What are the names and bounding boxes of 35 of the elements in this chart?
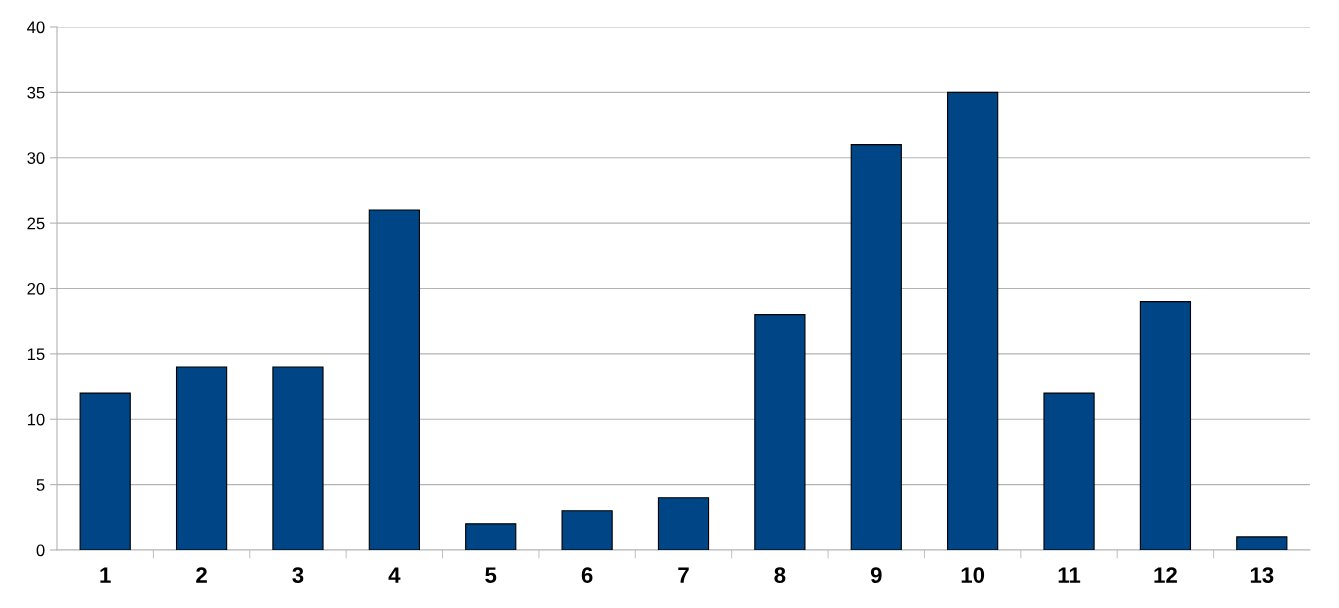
x-tick-label: 6 (581, 567, 593, 583)
bar (561, 510, 613, 550)
y-tick-label: 10 (27, 413, 45, 426)
x-tick-label: 7 (678, 567, 689, 583)
x-tick-label: 10 (961, 567, 985, 583)
y-tick-label: 15 (27, 348, 45, 361)
bar (368, 209, 420, 550)
bar (754, 314, 806, 550)
bar (1043, 392, 1095, 550)
y-tick-label: 0 (36, 544, 45, 557)
bar (850, 144, 902, 550)
x-tick-label: 8 (774, 567, 786, 583)
bar (465, 523, 517, 550)
bar (79, 392, 131, 550)
y-tick-label: 20 (27, 282, 45, 295)
bar (947, 91, 999, 550)
bar (272, 366, 324, 550)
y-tick-label: 25 (27, 217, 45, 230)
y-tick-label: 35 (27, 86, 45, 99)
y-tick-label: 30 (27, 152, 45, 164)
x-tick-label: 13 (1250, 567, 1274, 584)
bar (175, 366, 228, 550)
bar (657, 497, 710, 550)
bar (1139, 301, 1192, 550)
x-tick-label: 9 (870, 567, 882, 583)
x-tick-label: 1 (100, 567, 111, 583)
x-tick-label: 3 (292, 567, 304, 584)
y-tick-label: 40 (27, 21, 45, 34)
x-tick-label: 11 (1058, 567, 1081, 583)
bar (1236, 536, 1288, 550)
y-tick-label: 5 (36, 479, 45, 491)
x-tick-label: 2 (196, 567, 207, 583)
x-tick-label: 5 (485, 567, 497, 583)
x-tick-label: 12 (1154, 567, 1177, 583)
x-tick-label: 4 (388, 567, 401, 583)
